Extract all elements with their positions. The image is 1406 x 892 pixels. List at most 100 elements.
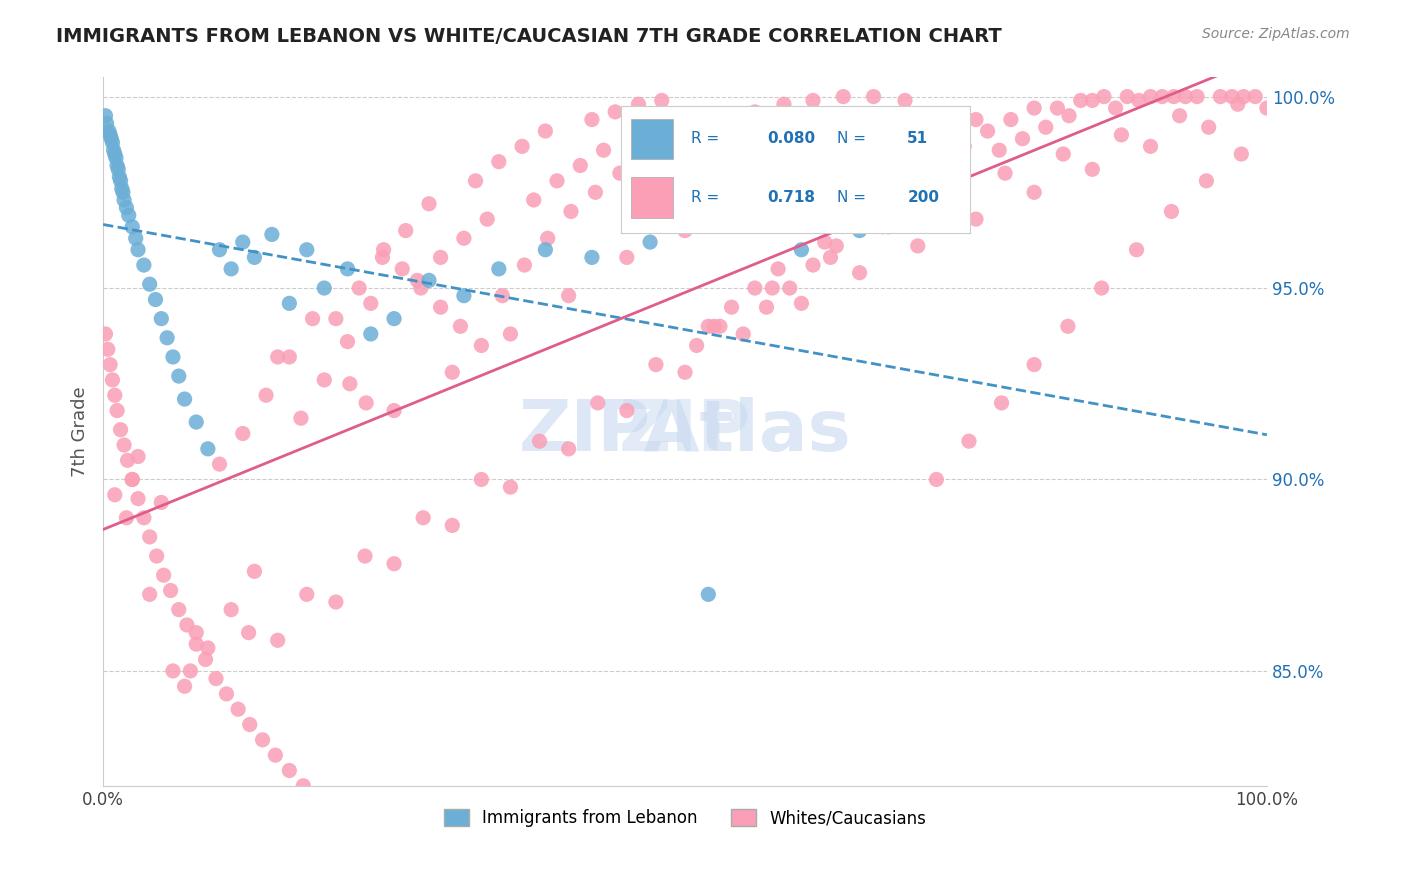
- Point: [382, 557, 405, 571]
- Point: [215, 687, 238, 701]
- Point: [138, 277, 160, 292]
- Point: [243, 251, 266, 265]
- Point: [988, 143, 1011, 157]
- Point: [616, 403, 638, 417]
- Point: [373, 243, 395, 257]
- Point: [347, 281, 370, 295]
- Point: [801, 94, 824, 108]
- Point: [101, 136, 124, 150]
- Point: [1057, 109, 1080, 123]
- Point: [278, 296, 301, 310]
- Point: [510, 139, 533, 153]
- Point: [529, 434, 551, 449]
- Text: Source: ZipAtlas.com: Source: ZipAtlas.com: [1202, 27, 1350, 41]
- Legend: Immigrants from Lebanon, Whites/Caucasians: Immigrants from Lebanon, Whites/Caucasia…: [437, 803, 932, 834]
- Point: [1168, 109, 1191, 123]
- Point: [290, 411, 312, 425]
- Point: [104, 147, 127, 161]
- Point: [581, 112, 603, 127]
- Point: [1092, 89, 1115, 103]
- Point: [925, 473, 948, 487]
- Point: [138, 587, 160, 601]
- Point: [1174, 89, 1197, 103]
- Point: [994, 166, 1017, 180]
- Point: [173, 392, 195, 406]
- Point: [429, 300, 451, 314]
- Point: [176, 618, 198, 632]
- Point: [1035, 120, 1057, 135]
- Point: [894, 201, 917, 215]
- Point: [1052, 147, 1074, 161]
- Point: [111, 186, 134, 200]
- Point: [1024, 101, 1046, 115]
- Point: [755, 300, 778, 314]
- Point: [132, 510, 155, 524]
- Point: [1128, 94, 1150, 108]
- Point: [441, 518, 464, 533]
- Point: [104, 388, 127, 402]
- Point: [1081, 162, 1104, 177]
- Point: [325, 311, 347, 326]
- Point: [1139, 89, 1161, 103]
- Point: [449, 319, 471, 334]
- Point: [673, 224, 696, 238]
- Point: [814, 235, 837, 249]
- Point: [1081, 94, 1104, 108]
- Point: [832, 89, 855, 103]
- Point: [314, 281, 336, 295]
- Point: [697, 587, 720, 601]
- Point: [260, 227, 283, 242]
- Point: [127, 491, 149, 506]
- Point: [837, 216, 859, 230]
- Point: [907, 128, 929, 142]
- Point: [226, 702, 249, 716]
- Point: [252, 732, 274, 747]
- Point: [534, 124, 557, 138]
- Text: ZIP: ZIP: [619, 397, 751, 467]
- Point: [104, 151, 127, 165]
- Point: [1185, 89, 1208, 103]
- Point: [162, 664, 184, 678]
- Point: [790, 243, 813, 257]
- Point: [125, 231, 148, 245]
- Point: [491, 288, 513, 302]
- Point: [790, 296, 813, 310]
- Point: [583, 186, 606, 200]
- Point: [645, 358, 668, 372]
- Point: [115, 201, 138, 215]
- Text: IMMIGRANTS FROM LEBANON VS WHITE/CAUCASIAN 7TH GRADE CORRELATION CHART: IMMIGRANTS FROM LEBANON VS WHITE/CAUCASI…: [56, 27, 1002, 45]
- Point: [1139, 139, 1161, 153]
- Point: [685, 338, 707, 352]
- Point: [152, 568, 174, 582]
- Point: [1233, 89, 1256, 103]
- Point: [371, 251, 394, 265]
- Point: [744, 281, 766, 295]
- Point: [965, 112, 987, 127]
- Point: [103, 143, 125, 157]
- Point: [194, 652, 217, 666]
- Point: [104, 488, 127, 502]
- Point: [278, 764, 301, 778]
- Point: [990, 396, 1012, 410]
- Point: [162, 350, 184, 364]
- Point: [301, 311, 323, 326]
- Point: [560, 204, 582, 219]
- Point: [391, 261, 413, 276]
- Point: [766, 261, 789, 276]
- Point: [1024, 358, 1046, 372]
- Point: [325, 595, 347, 609]
- Point: [499, 326, 522, 341]
- Point: [661, 136, 683, 150]
- Point: [132, 258, 155, 272]
- Point: [877, 219, 900, 234]
- Point: [339, 376, 361, 391]
- Point: [1195, 174, 1218, 188]
- Point: [907, 239, 929, 253]
- Point: [167, 602, 190, 616]
- Point: [488, 261, 510, 276]
- Point: [108, 169, 131, 184]
- Point: [138, 530, 160, 544]
- Point: [557, 288, 579, 302]
- Point: [825, 239, 848, 253]
- Point: [278, 350, 301, 364]
